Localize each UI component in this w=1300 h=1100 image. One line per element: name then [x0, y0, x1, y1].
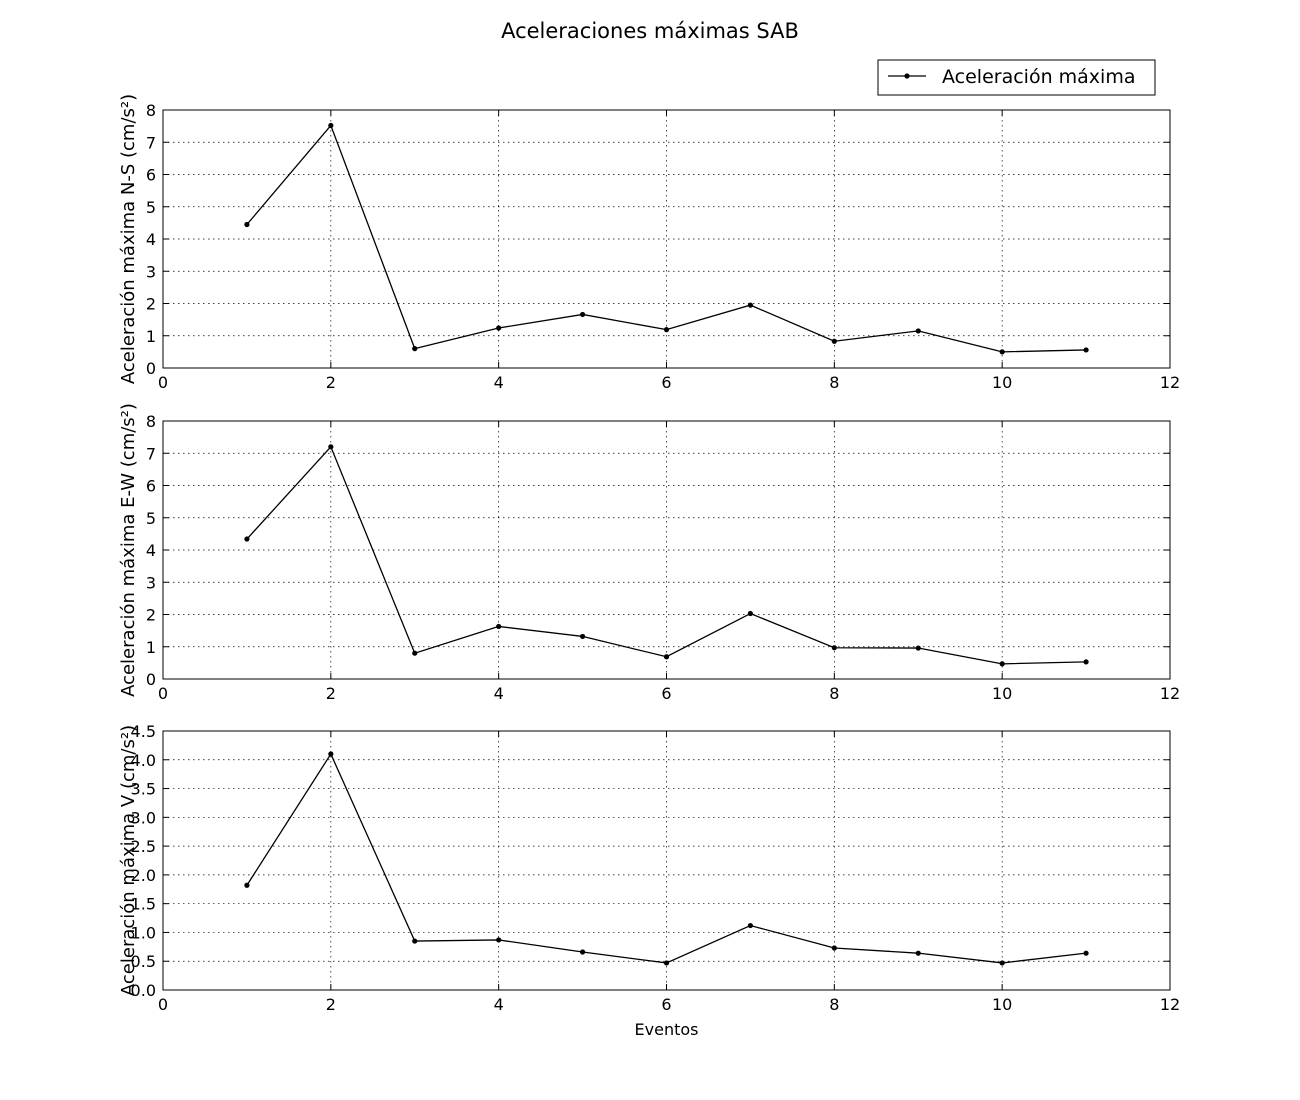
x-tick-label: 0: [158, 995, 168, 1014]
data-point: [1083, 659, 1089, 665]
data-point: [915, 950, 921, 956]
y-tick-label: 5: [146, 509, 156, 528]
data-point: [915, 645, 921, 651]
legend-marker-swatch: [904, 73, 910, 79]
data-point: [412, 938, 418, 944]
y-axis-label: Aceleración máxima E-W (cm/s²): [118, 403, 139, 697]
x-tick-label: 4: [494, 995, 504, 1014]
data-point: [831, 645, 837, 651]
data-point: [579, 633, 586, 640]
y-tick-label: 1: [146, 327, 156, 346]
y-tick-label: 0: [146, 670, 156, 689]
legend: Aceleración máxima: [877, 59, 1156, 96]
data-point: [1083, 950, 1089, 956]
y-tick-label: 2: [146, 606, 156, 625]
data-point: [915, 328, 921, 334]
data-point: [747, 922, 754, 929]
legend-label: Aceleración máxima: [942, 66, 1135, 88]
x-tick-label: 2: [326, 684, 336, 703]
x-tick-label: 0: [158, 373, 168, 392]
y-tick-label: 1: [146, 638, 156, 657]
y-tick-label: 2: [146, 295, 156, 314]
data-point: [831, 945, 837, 951]
y-tick-label: 4: [146, 230, 156, 249]
legend-box: [877, 59, 1156, 96]
y-tick-label: 3: [146, 573, 156, 592]
y-tick-label: 3.5: [131, 780, 156, 799]
data-point: [579, 949, 586, 955]
data-point: [496, 325, 502, 331]
y-tick-label: 3.0: [131, 808, 156, 827]
data-point: [244, 882, 250, 888]
y-tick-label: 8: [146, 101, 156, 120]
data-point: [496, 937, 502, 943]
x-tick-label: 10: [992, 995, 1012, 1014]
x-tick-label: 0: [158, 684, 168, 703]
y-tick-label: 6: [146, 166, 156, 185]
data-point: [412, 346, 418, 352]
data-point: [747, 302, 754, 308]
x-tick-label: 12: [1160, 995, 1180, 1014]
plot-frame: [162, 420, 1171, 680]
y-tick-label: 2.0: [131, 866, 156, 885]
x-axis-label: Eventos: [635, 1020, 699, 1039]
data-point: [663, 327, 670, 333]
y-tick-label: 0.0: [131, 981, 156, 1000]
y-tick-label: 3: [146, 262, 156, 281]
data-point: [999, 960, 1005, 966]
data-point: [496, 623, 502, 630]
y-axis-label: Aceleración máxima V (cm/s²): [118, 725, 139, 996]
y-axis-label: Aceleración máxima N-S (cm/s²): [118, 94, 139, 384]
x-tick-label: 8: [829, 995, 839, 1014]
data-point: [663, 654, 670, 660]
plot-frame: [162, 109, 1171, 369]
x-tick-label: 4: [494, 373, 504, 392]
y-tick-label: 7: [146, 444, 156, 463]
data-point: [999, 349, 1005, 355]
data-point: [1083, 347, 1089, 353]
data-point: [663, 960, 670, 966]
x-tick-label: 4: [494, 684, 504, 703]
plot-frame: [162, 730, 1171, 991]
figure-title: Aceleraciones máximas SAB: [501, 19, 799, 43]
x-tick-label: 10: [992, 373, 1012, 392]
x-tick-label: 8: [829, 684, 839, 703]
y-tick-label: 0: [146, 359, 156, 378]
y-tick-label: 1.0: [131, 923, 156, 942]
y-tick-label: 1.5: [131, 895, 156, 914]
x-tick-label: 6: [661, 684, 671, 703]
data-point: [412, 650, 418, 656]
y-tick-label: 7: [146, 133, 156, 152]
y-tick-label: 2.5: [131, 837, 156, 856]
x-tick-label: 12: [1160, 373, 1180, 392]
x-tick-label: 2: [326, 995, 336, 1014]
data-point: [328, 444, 334, 450]
y-tick-label: 8: [146, 412, 156, 431]
data-point: [579, 311, 586, 318]
data-point: [328, 751, 334, 757]
data-point: [999, 661, 1005, 667]
y-tick-label: 4.0: [131, 751, 156, 770]
x-tick-label: 10: [992, 684, 1012, 703]
x-tick-label: 12: [1160, 684, 1180, 703]
data-point: [747, 610, 754, 617]
y-tick-label: 6: [146, 477, 156, 496]
y-tick-label: 0.5: [131, 952, 156, 971]
y-tick-label: 4.5: [131, 722, 156, 741]
data-point: [328, 122, 334, 129]
x-tick-label: 6: [661, 373, 671, 392]
x-tick-label: 2: [326, 373, 336, 392]
y-tick-label: 5: [146, 198, 156, 217]
data-point: [831, 338, 837, 344]
y-tick-label: 4: [146, 541, 156, 560]
x-tick-label: 6: [661, 995, 671, 1014]
data-point: [244, 536, 250, 542]
data-point: [244, 221, 250, 228]
subplot-3: 0 2 4 6 8 10 12 0.0 0.5 1.0 1.5 2.0 2.5 3.0 3.5 4.0 4.5A…: [118, 722, 1180, 1039]
x-tick-label: 8: [829, 373, 839, 392]
